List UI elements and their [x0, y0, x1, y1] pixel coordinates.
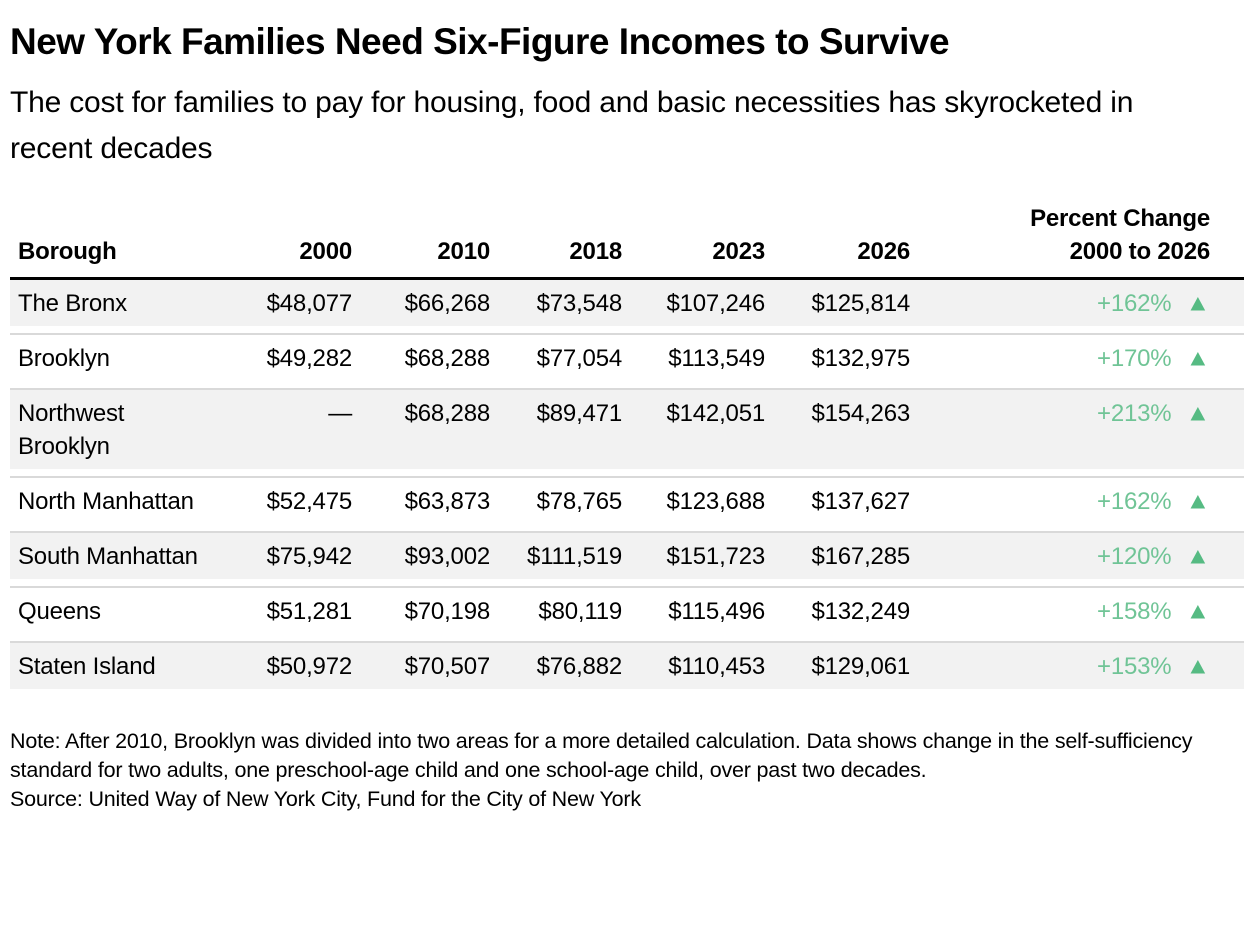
value-2026: $125,814: [765, 280, 910, 333]
column-header-borough: Borough: [10, 202, 200, 280]
up-triangle-icon: ▲: [1185, 543, 1210, 569]
value-2018: $80,119: [490, 586, 622, 641]
column-header-percent-change: Percent Change 2000 to 2026: [910, 202, 1244, 280]
value-2000: $50,972: [200, 641, 352, 696]
value-2026: $154,263: [765, 388, 910, 476]
value-2010: $70,198: [352, 586, 490, 641]
page-title: New York Families Need Six-Figure Income…: [10, 21, 950, 62]
up-triangle-icon: ▲: [1185, 345, 1210, 371]
up-triangle-icon: ▲: [1185, 488, 1210, 514]
value-2023: $107,246: [622, 280, 765, 333]
value-2010: $68,288: [352, 333, 490, 388]
value-2018: $111,519: [490, 531, 622, 586]
percent-change-value: +120%: [1097, 543, 1172, 570]
value-2026: $132,249: [765, 586, 910, 641]
value-2010: $66,268: [352, 280, 490, 333]
table-row: Queens $51,281 $70,198 $80,119 $115,496 …: [10, 586, 1244, 641]
percent-change-cell: +170% ▲: [910, 333, 1244, 388]
value-2000: $75,942: [200, 531, 352, 586]
percent-change-cell: +153% ▲: [910, 641, 1244, 696]
up-triangle-icon: ▲: [1185, 598, 1210, 624]
percent-change-value: +162%: [1097, 488, 1172, 515]
borough-name: North Manhattan: [10, 476, 200, 531]
table-row: The Bronx $48,077 $66,268 $73,548 $107,2…: [10, 280, 1244, 333]
percent-change-value: +153%: [1097, 653, 1172, 680]
value-2000: $51,281: [200, 586, 352, 641]
value-2010: $93,002: [352, 531, 490, 586]
source-line: Source: United Way of New York City, Fun…: [10, 787, 641, 811]
borough-name: Northwest Brooklyn: [10, 388, 200, 476]
percent-change-value: +213%: [1097, 400, 1172, 427]
value-2010: $63,873: [352, 476, 490, 531]
value-2000: $48,077: [200, 280, 352, 333]
percent-change-cell: +158% ▲: [910, 586, 1244, 641]
percent-change-value: +158%: [1097, 598, 1172, 625]
value-2023: $123,688: [622, 476, 765, 531]
column-header-2023: 2023: [622, 202, 765, 280]
column-header-2018: 2018: [490, 202, 622, 280]
value-2026: $129,061: [765, 641, 910, 696]
footnote: Note: After 2010, Brooklyn was divided i…: [10, 729, 1193, 782]
value-2000: —: [200, 388, 352, 476]
borough-name: Queens: [10, 586, 200, 641]
percent-change-cell: +120% ▲: [910, 531, 1244, 586]
value-2018: $76,882: [490, 641, 622, 696]
value-2018: $77,054: [490, 333, 622, 388]
value-2010: $68,288: [352, 388, 490, 476]
value-2026: $167,285: [765, 531, 910, 586]
value-2000: $49,282: [200, 333, 352, 388]
percent-change-cell: +162% ▲: [910, 280, 1244, 333]
page-subtitle: The cost for families to pay for housing…: [10, 86, 1134, 165]
borough-name: Brooklyn: [10, 333, 200, 388]
value-2018: $89,471: [490, 388, 622, 476]
value-2026: $137,627: [765, 476, 910, 531]
column-header-2026: 2026: [765, 202, 910, 280]
table-row: South Manhattan $75,942 $93,002 $111,519…: [10, 531, 1244, 586]
column-header-2010: 2010: [352, 202, 490, 280]
up-triangle-icon: ▲: [1185, 653, 1210, 679]
table-row: North Manhattan $52,475 $63,873 $78,765 …: [10, 476, 1244, 531]
borough-name: The Bronx: [10, 280, 200, 333]
table-row: Northwest Brooklyn — $68,288 $89,471 $14…: [10, 388, 1244, 476]
value-2023: $151,723: [622, 531, 765, 586]
value-2026: $132,975: [765, 333, 910, 388]
percent-change-value: +162%: [1097, 290, 1172, 317]
value-2023: $113,549: [622, 333, 765, 388]
borough-name: South Manhattan: [10, 531, 200, 586]
value-2018: $78,765: [490, 476, 622, 531]
table-row: Brooklyn $49,282 $68,288 $77,054 $113,54…: [10, 333, 1244, 388]
percent-change-cell: +162% ▲: [910, 476, 1244, 531]
table-header: Borough 2000 2010 2018 2023 2026 Percent…: [10, 202, 1244, 280]
table-row: Staten Island $50,972 $70,507 $76,882 $1…: [10, 641, 1244, 696]
percent-change-value: +170%: [1097, 345, 1172, 372]
up-triangle-icon: ▲: [1185, 290, 1210, 316]
income-table: Borough 2000 2010 2018 2023 2026 Percent…: [10, 202, 1244, 696]
up-triangle-icon: ▲: [1185, 400, 1210, 426]
table-header-row: Borough 2000 2010 2018 2023 2026 Percent…: [10, 202, 1244, 280]
value-2023: $115,496: [622, 586, 765, 641]
value-2023: $110,453: [622, 641, 765, 696]
borough-name: Staten Island: [10, 641, 200, 696]
footer: Note: After 2010, Brooklyn was divided i…: [10, 727, 1244, 814]
percent-change-cell: +213% ▲: [910, 388, 1244, 476]
value-2010: $70,507: [352, 641, 490, 696]
column-header-2000: 2000: [200, 202, 352, 280]
value-2018: $73,548: [490, 280, 622, 333]
value-2023: $142,051: [622, 388, 765, 476]
value-2000: $52,475: [200, 476, 352, 531]
